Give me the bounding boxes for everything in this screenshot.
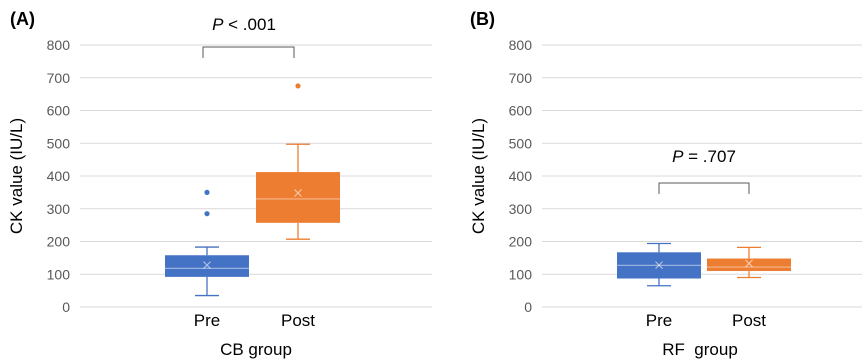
y-tick-label: 100: [509, 266, 533, 282]
x-axis-label: CB group: [220, 340, 292, 359]
outlier-point: [295, 83, 301, 89]
chart-panel-b: 0 100 200 300 400 500 600 700 800 CK value (IU/L)…: [469, 9, 862, 359]
y-tick-label: 400: [509, 168, 533, 184]
chart-panel-a: 0 100 200 300 400 500 600 700 800 CK value (IU/L)…: [7, 9, 432, 359]
mean-marker: [745, 259, 753, 268]
p-value-text: = .707: [683, 147, 735, 166]
box-post: [256, 83, 340, 240]
p-value-annotation: P < .001: [212, 15, 276, 34]
p-value-annotation: P = .707: [672, 147, 736, 166]
y-tick-label: 0: [62, 299, 70, 315]
y-tick-label: 200: [509, 234, 533, 250]
mean-marker: [294, 189, 302, 197]
box-iqr: [707, 258, 791, 271]
y-axis-label: CK value (IU/L): [7, 118, 26, 234]
y-tick-label: 800: [509, 37, 533, 53]
box-iqr: [165, 255, 249, 277]
box-pre: [165, 189, 249, 297]
box-iqr: [256, 172, 340, 223]
x-category-label: Post: [732, 311, 766, 330]
y-tick-label: 600: [47, 103, 71, 119]
y-tick-label: 300: [47, 201, 71, 217]
y-tick-label: 500: [509, 135, 533, 151]
p-symbol: P: [212, 15, 224, 34]
y-tick-label: 800: [47, 37, 71, 53]
y-tick-label: 0: [524, 299, 532, 315]
panel-label: (A): [10, 9, 35, 29]
box-pre: [617, 242, 701, 287]
x-category-label: Post: [281, 311, 315, 330]
y-tick-label: 700: [47, 70, 71, 86]
panel-label: (B): [470, 9, 495, 29]
x-axis-label: RF group: [662, 340, 738, 359]
y-tick-label: 400: [47, 168, 71, 184]
x-category-label: Pre: [646, 311, 672, 330]
outlier-point: [204, 189, 210, 195]
p-symbol: P: [672, 147, 684, 166]
significance-bracket: [658, 182, 750, 194]
mean-marker: [203, 261, 211, 269]
y-tick-label: 700: [509, 70, 533, 86]
outlier-point: [204, 211, 210, 217]
p-value-text: < .001: [223, 15, 275, 34]
x-category-label: Pre: [194, 311, 220, 330]
significance-bracket: [202, 46, 295, 58]
y-axis-label: CK value (IU/L): [469, 118, 488, 234]
y-tick-label: 500: [47, 135, 71, 151]
box-post: [707, 246, 791, 279]
y-tick-label: 100: [47, 266, 71, 282]
mean-marker: [655, 261, 663, 269]
y-tick-label: 300: [509, 201, 533, 217]
y-tick-label: 200: [47, 234, 71, 250]
y-tick-label: 600: [509, 103, 533, 119]
